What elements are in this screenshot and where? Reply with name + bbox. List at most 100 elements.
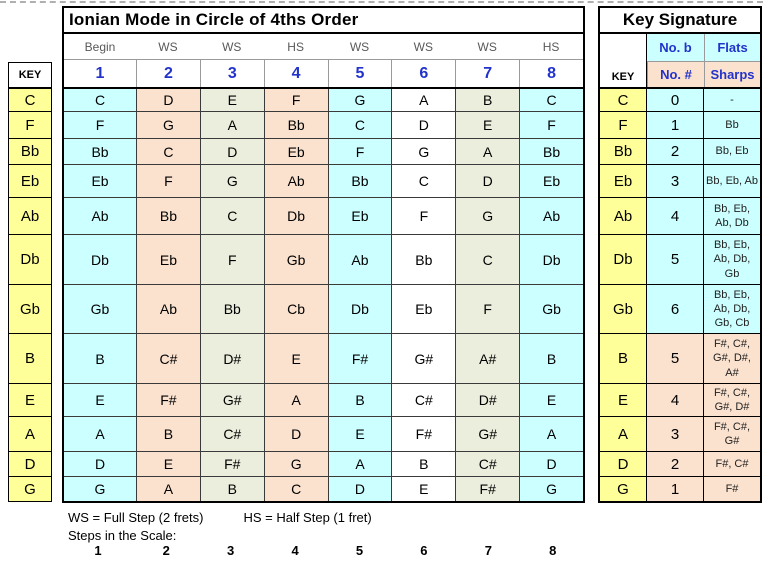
signature-key-cell: D bbox=[600, 452, 647, 476]
signature-count-cell: 5 bbox=[647, 334, 704, 383]
note-cell: F bbox=[391, 198, 456, 234]
note-cell: E bbox=[455, 112, 520, 138]
note-cell: Db bbox=[64, 235, 136, 284]
note-cell: Db bbox=[263, 198, 328, 234]
signature-count-cell: 2 bbox=[647, 452, 704, 476]
note-cell: A bbox=[519, 417, 583, 451]
step-definitions: WS = Full Step (2 frets) HS = Half Step … bbox=[68, 510, 372, 525]
scale-row: F G A Bb C D E F bbox=[64, 111, 583, 138]
note-cell: C# bbox=[199, 417, 264, 451]
signature-row: C 0 - bbox=[600, 89, 760, 111]
signature-row: F 1 Bb bbox=[600, 111, 760, 138]
note-cell: C bbox=[64, 89, 136, 111]
key-signature-title: Key Signature bbox=[598, 6, 762, 34]
signature-key-cell: Eb bbox=[600, 165, 647, 197]
signature-count-cell: 4 bbox=[647, 198, 704, 234]
step-type-row: Begin WS WS HS WS WS WS HS bbox=[64, 34, 583, 60]
signature-key-cell: Ab bbox=[600, 198, 647, 234]
main-key-column-header: KEY bbox=[8, 62, 52, 88]
signature-accidentals-cell: Bb, Eb, Ab, Db bbox=[704, 198, 760, 234]
note-cell: E bbox=[327, 417, 392, 451]
note-cell: Bb bbox=[519, 139, 583, 164]
key-cell: G bbox=[9, 476, 51, 501]
key-signature-header: KEY No. b Flats No. # Sharps bbox=[598, 34, 762, 87]
note-cell: B bbox=[391, 452, 456, 476]
signature-key-cell: Gb bbox=[600, 285, 647, 333]
note-cell: G# bbox=[391, 334, 456, 383]
key-cell: A bbox=[9, 416, 51, 451]
scale-degree-number: 7 bbox=[455, 60, 519, 87]
note-cell: B bbox=[64, 334, 136, 383]
signature-count-cell: 3 bbox=[647, 417, 704, 451]
scale-degree-number: 2 bbox=[136, 60, 200, 87]
step-type-label: WS bbox=[349, 39, 370, 54]
scale-row: B C# D# E F# G# A# B bbox=[64, 333, 583, 383]
key-cell: Eb bbox=[9, 164, 51, 197]
note-cell: Db bbox=[327, 285, 392, 333]
signature-accidentals-cell: F#, C#, G# bbox=[704, 417, 760, 451]
note-cell: F# bbox=[391, 417, 456, 451]
scale-row: Bb C D Eb F G A Bb bbox=[64, 138, 583, 164]
scale-row: Db Eb F Gb Ab Bb C Db bbox=[64, 234, 583, 284]
note-cell: D bbox=[327, 477, 392, 501]
note-cell: D bbox=[519, 452, 583, 476]
note-cell: G# bbox=[455, 417, 520, 451]
note-cell: F# bbox=[199, 452, 264, 476]
note-cell: A bbox=[455, 139, 520, 164]
note-cell: C bbox=[263, 477, 328, 501]
note-cell: C# bbox=[391, 384, 456, 416]
circle-of-4ths-table: Ionian Mode in Circle of 4ths Order Begi… bbox=[62, 6, 585, 503]
note-cell: A# bbox=[455, 334, 520, 383]
note-cell: C bbox=[199, 198, 264, 234]
note-cell: Ab bbox=[327, 235, 392, 284]
signature-key-cell: Db bbox=[600, 235, 647, 284]
note-cell: F bbox=[199, 235, 264, 284]
signature-key-cell: B bbox=[600, 334, 647, 383]
sharps-count-header: No. # bbox=[647, 60, 704, 87]
flats-header: Flats bbox=[704, 34, 760, 61]
signature-accidentals-cell: - bbox=[704, 89, 760, 111]
signature-key-header: KEY bbox=[600, 34, 647, 87]
note-cell: B bbox=[519, 334, 583, 383]
scale-degree-number: 1 bbox=[95, 64, 105, 82]
signature-accidentals-cell: F#, C#, G#, D#, A# bbox=[704, 334, 760, 383]
signature-key-cell: E bbox=[600, 384, 647, 416]
note-cell: Eb bbox=[136, 235, 200, 284]
signature-key-cell: A bbox=[600, 417, 647, 451]
note-cell: Eb bbox=[64, 165, 136, 197]
step-number: 5 bbox=[355, 543, 364, 558]
note-cell: G bbox=[327, 89, 392, 111]
note-cell: E bbox=[136, 452, 200, 476]
scale-degree-number: 6 bbox=[391, 60, 455, 87]
note-cell: D# bbox=[199, 334, 264, 383]
note-cell: F# bbox=[455, 477, 520, 501]
note-cell: A bbox=[263, 384, 328, 416]
step-number: 4 bbox=[291, 543, 299, 558]
signature-accidentals-cell: Bb, Eb, Ab bbox=[704, 165, 760, 197]
signature-count-cell: 0 bbox=[647, 89, 704, 111]
note-cell: A bbox=[199, 112, 264, 138]
scale-row: A B C# D E F# G# A bbox=[64, 416, 583, 451]
signature-accidentals-cell: Bb bbox=[704, 112, 760, 138]
signature-row: Bb 2 Bb, Eb bbox=[600, 138, 760, 164]
scale-notes-grid: C D E F G A B C F G A Bb C D E F bbox=[62, 87, 585, 503]
note-cell: Eb bbox=[263, 139, 328, 164]
signature-row: Eb 3 Bb, Eb, Ab bbox=[600, 164, 760, 197]
note-cell: Bb bbox=[136, 198, 200, 234]
signature-accidentals-cell: Bb, Eb bbox=[704, 139, 760, 164]
signature-count-cell: 4 bbox=[647, 384, 704, 416]
step-number: 8 bbox=[549, 543, 557, 558]
signature-key-cell: Bb bbox=[600, 139, 647, 164]
note-cell: Gb bbox=[263, 235, 328, 284]
main-key-column: C F Bb Eb Ab Db Gb B E A D G bbox=[8, 88, 52, 502]
signature-count-cell: 1 bbox=[647, 477, 704, 501]
signature-count-cell: 3 bbox=[647, 165, 704, 197]
step-type-label: WS bbox=[477, 39, 497, 54]
steps-in-scale-label: Steps in the Scale: bbox=[68, 528, 177, 543]
note-cell: C bbox=[327, 112, 392, 138]
step-number: 2 bbox=[162, 543, 170, 558]
note-cell: B bbox=[136, 417, 200, 451]
signature-key-cell: G bbox=[600, 477, 647, 501]
